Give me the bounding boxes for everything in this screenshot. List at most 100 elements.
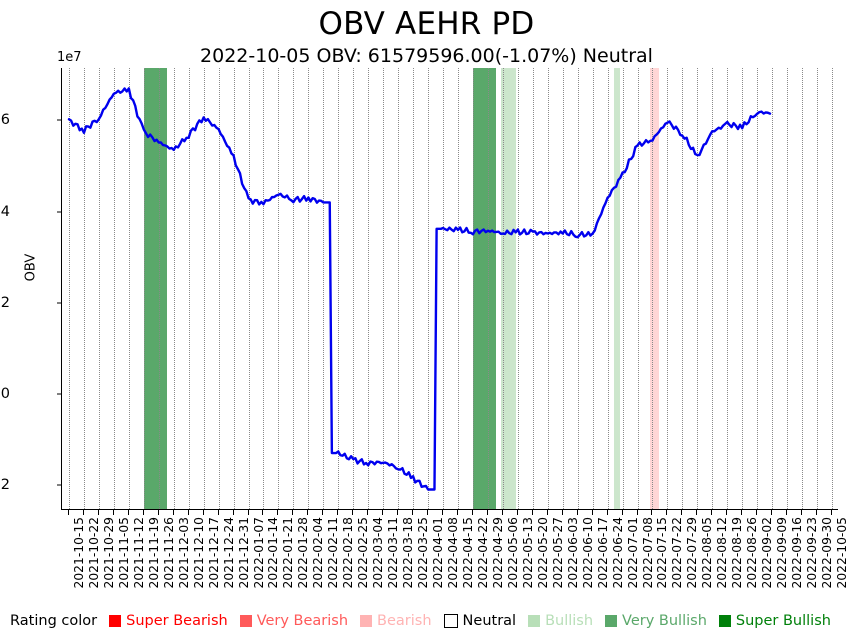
- x-tick-label: 2022-05-20: [535, 517, 550, 589]
- gridline: [443, 68, 445, 509]
- gridline: [802, 68, 804, 509]
- y-tick-label: 2: [0, 294, 10, 311]
- x-tick-label: 2022-09-02: [760, 517, 775, 589]
- legend-label: Super Bearish: [126, 613, 228, 629]
- x-tick-label: 2022-07-08: [640, 517, 655, 589]
- legend-label: Bullish: [545, 613, 594, 629]
- legend-item-bearish[interactable]: Bearish: [360, 613, 432, 629]
- gridline: [592, 68, 594, 509]
- gridline: [173, 68, 175, 509]
- x-tick-label: 2022-10-05: [835, 517, 849, 589]
- x-tick-label: 2022-06-24: [610, 517, 625, 589]
- gridline: [323, 68, 325, 509]
- gridline: [188, 68, 190, 509]
- gridline: [158, 68, 160, 509]
- x-tick-mark: [367, 510, 369, 515]
- x-tick-label: 2022-01-07: [251, 517, 266, 589]
- legend-label: Bearish: [377, 613, 432, 629]
- obv-line-series: [67, 87, 772, 491]
- x-tick-mark: [217, 510, 219, 515]
- gridline: [757, 68, 759, 509]
- gridline: [233, 68, 235, 509]
- x-tick-mark: [711, 510, 713, 515]
- x-tick-label: 2021-12-03: [176, 517, 191, 589]
- x-tick-mark: [741, 510, 743, 515]
- gridline: [263, 68, 265, 509]
- x-tick-mark: [831, 510, 832, 515]
- x-tick-mark: [726, 510, 728, 515]
- y-tick-label: -2: [0, 476, 10, 493]
- x-tick-label: 2022-03-04: [371, 517, 386, 589]
- x-tick-label: 2021-11-05: [116, 517, 131, 589]
- gridline: [413, 68, 415, 509]
- rating-band-bullish: [500, 68, 516, 509]
- x-tick-mark: [112, 510, 114, 515]
- x-tick-label: 2022-05-13: [520, 517, 535, 589]
- x-tick-mark: [816, 510, 818, 515]
- x-tick-label: 2022-05-27: [550, 517, 565, 589]
- rating-band-very-bullish: [472, 68, 497, 509]
- gridline: [832, 68, 833, 509]
- x-tick-mark: [307, 510, 309, 515]
- gridline: [398, 68, 400, 509]
- legend-item-neutral[interactable]: Neutral: [443, 613, 516, 629]
- gridline: [457, 68, 459, 509]
- x-tick-mark: [606, 510, 608, 515]
- y-tick-label: 0: [0, 385, 10, 402]
- gridline: [652, 68, 654, 509]
- x-tick-mark: [172, 510, 174, 515]
- legend-item-bullish[interactable]: Bullish: [528, 613, 593, 629]
- gridline: [69, 68, 70, 509]
- x-tick-mark: [621, 510, 623, 515]
- x-tick-mark: [636, 510, 638, 515]
- x-tick-mark: [681, 510, 683, 515]
- x-tick-label: 2022-08-12: [715, 517, 730, 589]
- x-tick-mark: [456, 510, 458, 515]
- gridline: [577, 68, 579, 509]
- gridline: [472, 68, 474, 509]
- x-tick-label: 2022-02-18: [341, 517, 356, 589]
- x-tick-label: 2022-03-18: [401, 517, 416, 589]
- gridline: [383, 68, 385, 509]
- legend-label: Super Bullish: [735, 613, 831, 629]
- x-tick-mark: [68, 510, 69, 515]
- gridline: [562, 68, 564, 509]
- legend-item-very-bearish[interactable]: Very Bearish: [239, 613, 349, 629]
- gridline: [607, 68, 609, 509]
- x-tick-mark: [696, 510, 698, 515]
- legend-item-super-bullish[interactable]: Super Bullish: [718, 613, 831, 629]
- x-tick-label: 2022-03-25: [416, 517, 431, 589]
- legend-swatch-icon: [605, 615, 618, 627]
- legend-item-very-bullish[interactable]: Very Bullish: [605, 613, 707, 629]
- x-tick-label: 2021-12-10: [191, 517, 206, 589]
- x-tick-mark: [531, 510, 533, 515]
- x-tick-mark: [97, 510, 99, 515]
- x-tick-mark: [666, 510, 668, 515]
- gridline: [517, 68, 519, 509]
- x-tick-mark: [277, 510, 279, 515]
- x-tick-label: 2022-01-21: [281, 517, 296, 589]
- x-tick-mark: [232, 510, 234, 515]
- x-tick-mark: [756, 510, 758, 515]
- chart-subtitle: 2022-10-05 OBV: 61579596.00(-1.07%) Neut…: [200, 45, 653, 67]
- gridline: [293, 68, 295, 509]
- gridline: [368, 68, 370, 509]
- x-tick-label: 2022-07-15: [655, 517, 670, 589]
- x-tick-mark: [187, 510, 189, 515]
- legend-item-super-bearish[interactable]: Super Bearish: [109, 613, 228, 629]
- gridline: [353, 68, 355, 509]
- legend-label: Very Bearish: [256, 613, 349, 629]
- legend-swatch-icon: [360, 615, 373, 627]
- gridline: [487, 68, 489, 509]
- x-tick-label: 2022-04-22: [475, 517, 490, 589]
- x-tick-label: 2021-10-29: [101, 517, 116, 589]
- y-tick-label: 4: [0, 203, 10, 220]
- x-tick-label: 2022-07-01: [625, 517, 640, 589]
- x-tick-label: 2022-09-09: [775, 517, 790, 589]
- legend-swatch-icon: [718, 615, 731, 627]
- gridline: [203, 68, 205, 509]
- gridline: [727, 68, 729, 509]
- x-tick-mark: [486, 510, 488, 515]
- x-tick-label: 2022-06-10: [580, 517, 595, 589]
